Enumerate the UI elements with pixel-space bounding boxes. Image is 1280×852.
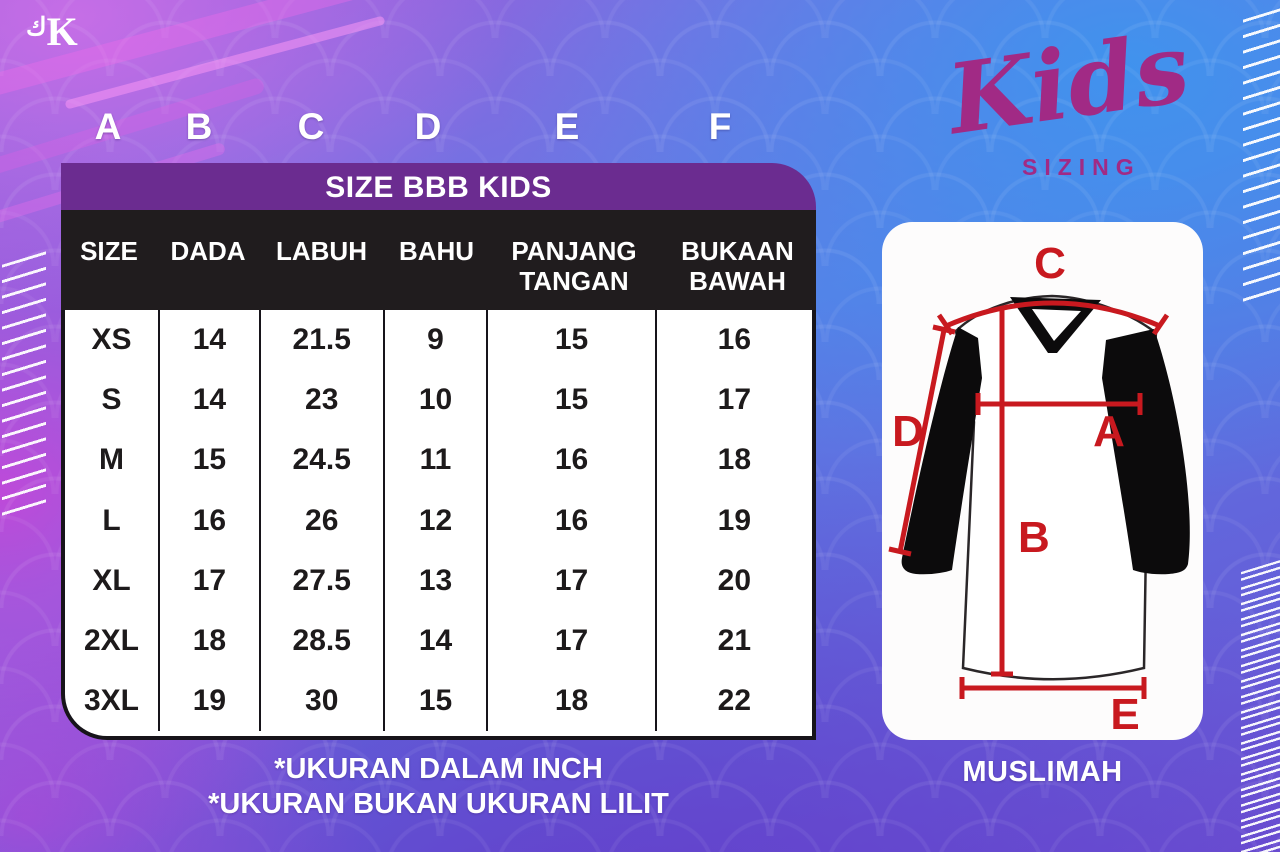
column-letters: A B C D E F (0, 106, 820, 152)
decor-streak (64, 15, 386, 110)
measurement-cell: 17 (160, 550, 261, 611)
sk-logo-arabic-glyph: ك (26, 13, 47, 41)
tunic-collar-inner (1032, 309, 1081, 341)
label-c: C (1034, 239, 1066, 288)
measurement-cell: 12 (385, 490, 489, 551)
size-table-title: SIZE BBB KIDS (61, 163, 816, 210)
table-row: M 15 24.5 11 16 18 (65, 430, 812, 491)
measurement-cell: 21.5 (261, 310, 385, 371)
size-label-cell: M (65, 430, 160, 491)
measurement-cell: 30 (261, 671, 385, 732)
column-letter-e: E (554, 106, 580, 147)
measurement-cell: 17 (488, 610, 657, 672)
label-b: B (1018, 513, 1050, 562)
measure-d-line (897, 329, 947, 553)
measurement-cell: 17 (488, 550, 657, 611)
kids-logo-word: Kids (941, 10, 1196, 157)
measurement-cell: 16 (160, 490, 261, 551)
measurement-cell: 27.5 (261, 550, 385, 611)
size-label-cell: XS (65, 310, 160, 371)
measurement-cell: 14 (160, 370, 261, 431)
sk-brand-logo: كK (26, 12, 78, 52)
kids-logo-subtitle: SIZING (1022, 154, 1141, 180)
sk-logo-k-glyph: K (46, 9, 78, 54)
measurement-cell: 18 (488, 671, 657, 732)
table-row: 2XL 18 28.5 14 17 21 (65, 610, 812, 672)
measure-d-tick-bottom (888, 546, 912, 557)
measurement-cell: 22 (717, 684, 752, 718)
column-letter-a: A (94, 106, 122, 147)
measurement-cell: 21 (717, 624, 752, 658)
measure-c-arc (945, 300, 1161, 329)
column-header: BAHU (398, 236, 475, 266)
column-letter-b: B (185, 106, 213, 147)
size-label-cell: 2XL (65, 610, 160, 672)
measurement-cell: 15 (385, 671, 489, 732)
edge-hash-right-top (1243, 8, 1280, 310)
footer-notes: *UKURAN DALAM INCH *UKURAN BUKAN UKURAN … (61, 752, 816, 822)
size-label-cell: S (65, 370, 160, 431)
label-e: E (1110, 690, 1139, 739)
size-table-body: XS 14 21.5 9 15 16 S 14 23 10 15 17 M 15 24.5 11 16 18 L 16… (61, 310, 816, 740)
measurement-cell: 24.5 (261, 430, 385, 491)
column-letter-c: C (297, 106, 325, 147)
measurement-cell: 9 (385, 310, 489, 371)
table-row: S 14 23 10 15 17 (65, 370, 812, 431)
table-row: L 16 26 12 16 19 (65, 490, 812, 551)
garment-diagram-card: C A B D E (882, 222, 1203, 740)
measurement-cell: 26 (261, 490, 385, 551)
column-letter-f: F (708, 106, 732, 147)
column-letter-d: D (414, 106, 442, 147)
measurement-cell: 28.5 (261, 610, 385, 672)
size-table: SIZE BBB KIDS SIZE DADA LABUH BAHU PANJANG T… (61, 163, 816, 740)
measurement-cell: 23 (261, 370, 385, 431)
measurement-cell: 19 (717, 503, 752, 537)
size-label-cell: 3XL (65, 671, 160, 732)
label-a: A (1093, 407, 1125, 456)
measurement-lines (888, 300, 1170, 699)
garment-diagram-svg: C A B D E (888, 239, 1190, 739)
column-header: PANJANG TANGAN (511, 236, 637, 296)
table-row: XL 17 27.5 13 17 20 (65, 550, 812, 611)
note-measure-type: *UKURAN BUKAN UKURAN LILIT (208, 788, 669, 820)
measurement-cell: 16 (717, 323, 752, 357)
edge-hash-left (2, 251, 46, 523)
measure-d-tick-top (932, 324, 956, 335)
measurement-cell: 19 (160, 671, 261, 732)
kids-sizing-logo: Kids SIZING (940, 11, 1195, 186)
measurement-cell: 18 (160, 610, 261, 672)
size-label-cell: L (65, 490, 160, 551)
measurement-cell: 17 (717, 383, 752, 417)
tunic-right-sleeve (1102, 329, 1190, 575)
size-label-cell: XL (65, 550, 160, 611)
table-row: XS 14 21.5 9 15 16 (65, 310, 812, 371)
measurement-cell: 15 (488, 370, 657, 431)
label-d: D (892, 407, 924, 456)
measurement-cell: 10 (385, 370, 489, 431)
column-header: LABUH (276, 236, 367, 266)
table-row: 3XL 19 30 15 18 22 (65, 671, 812, 732)
measurement-labels: C A B D E (892, 239, 1140, 739)
measurement-cell: 20 (717, 563, 752, 597)
size-table-header-row: SIZE DADA LABUH BAHU PANJANG TANGAN BUKAAN BA… (61, 210, 816, 310)
measurement-cell: 13 (385, 550, 489, 611)
column-header: SIZE (80, 236, 138, 266)
measurement-cell: 18 (717, 443, 752, 477)
diagram-caption: MUSLIMAH (962, 756, 1123, 788)
measurement-cell: 14 (160, 310, 261, 371)
edge-hash-right-bottom (1241, 560, 1280, 852)
measurement-cell: 15 (488, 310, 657, 371)
column-header: DADA (170, 236, 246, 266)
note-units: *UKURAN DALAM INCH (274, 753, 603, 785)
measurement-cell: 16 (488, 430, 657, 491)
measurement-cell: 11 (385, 430, 489, 491)
measure-c-tick-right (1151, 313, 1170, 336)
measurement-cell: 16 (488, 490, 657, 551)
tunic-left-sleeve (901, 327, 982, 575)
column-header: BUKAAN BAWAH (681, 236, 794, 296)
measurement-cell: 15 (160, 430, 261, 491)
measurement-cell: 14 (385, 610, 489, 672)
